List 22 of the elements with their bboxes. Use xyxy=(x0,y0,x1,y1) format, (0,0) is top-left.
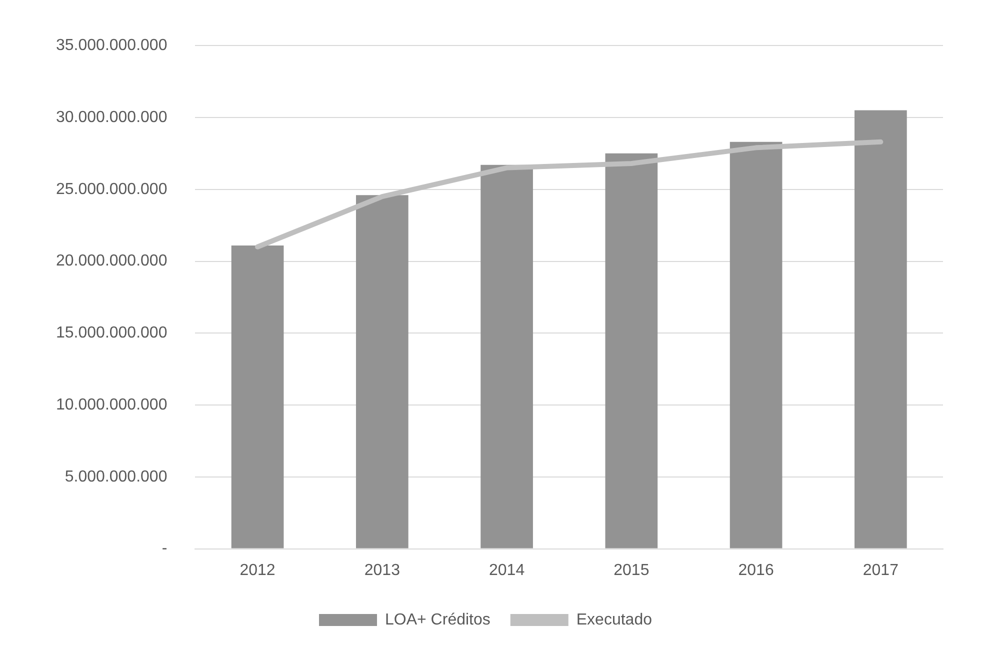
x-tick-label: 2016 xyxy=(738,562,774,579)
y-tick-label: 35.000.000.000 xyxy=(56,37,168,54)
bar xyxy=(605,153,658,548)
legend-label: Executado xyxy=(576,611,652,628)
x-tick-label: 2013 xyxy=(364,562,400,579)
legend-label: LOA+ Créditos xyxy=(385,611,490,628)
y-tick-label: 5.000.000.000 xyxy=(64,468,168,486)
y-tick-label: 20.000.000.000 xyxy=(56,252,168,270)
x-tick-label: 2014 xyxy=(488,562,525,579)
y-tick-label: - xyxy=(162,540,168,558)
x-tick-label: 2017 xyxy=(862,562,899,579)
bar xyxy=(854,110,907,548)
y-tick-label: 10.000.000.000 xyxy=(56,396,168,414)
bar xyxy=(356,195,408,548)
y-tick-label: 15.000.000.000 xyxy=(56,324,168,342)
y-tick-label: 30.000.000.000 xyxy=(56,108,168,126)
bar xyxy=(730,142,782,548)
x-tick-label: 2015 xyxy=(614,562,650,579)
y-tick-label: 25.000.000.000 xyxy=(56,180,168,198)
x-tick-label: 2012 xyxy=(240,562,276,579)
bar xyxy=(480,164,533,548)
bar xyxy=(231,245,284,548)
